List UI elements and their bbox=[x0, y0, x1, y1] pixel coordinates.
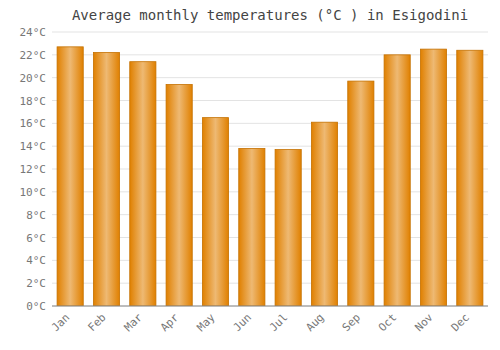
y-tick-label: 18°C bbox=[20, 95, 47, 108]
y-tick-label: 12°C bbox=[20, 163, 47, 176]
grid-line bbox=[52, 32, 488, 33]
y-tick-label: 22°C bbox=[20, 49, 47, 62]
bar bbox=[239, 148, 265, 306]
x-tick-label: Mar bbox=[122, 311, 146, 335]
x-tick-label: Apr bbox=[158, 311, 182, 335]
bar bbox=[57, 47, 83, 306]
x-tick-label: Nov bbox=[412, 311, 436, 335]
bar bbox=[202, 118, 228, 306]
bar bbox=[457, 50, 483, 306]
y-tick-label: 16°C bbox=[20, 117, 47, 130]
x-tick-labels: Jan Feb Mar Apr May Jun Jul Aug Sep Oct Nov Dec bbox=[49, 311, 472, 335]
x-axis-line bbox=[52, 306, 488, 307]
x-tick-label: Jan bbox=[49, 311, 72, 334]
y-grid bbox=[52, 32, 488, 306]
x-tick-label: Dec bbox=[449, 311, 472, 334]
bar bbox=[420, 49, 446, 306]
bar bbox=[311, 122, 337, 306]
bar bbox=[275, 150, 301, 306]
x-tick-label: Aug bbox=[303, 311, 326, 334]
y-tick-label: 4°C bbox=[26, 254, 46, 267]
y-tick-labels: 0°C 2°C 4°C 6°C 8°C 10°C 12°C 14°C 16°C 18°C 20°C 2… bbox=[20, 26, 47, 313]
y-tick-label: 10°C bbox=[20, 186, 47, 199]
bar bbox=[384, 55, 410, 306]
bar bbox=[348, 81, 374, 306]
x-tick-label: Feb bbox=[85, 311, 108, 334]
y-tick-label: 6°C bbox=[26, 232, 46, 245]
bar bbox=[93, 53, 119, 306]
y-tick-label: 8°C bbox=[26, 209, 46, 222]
y-tick-label: 14°C bbox=[20, 140, 47, 153]
y-tick-label: 0°C bbox=[26, 300, 46, 313]
y-tick-label: 20°C bbox=[20, 72, 47, 85]
chart-svg: Average monthly temperatures (°C ) in Es… bbox=[0, 0, 500, 350]
grid-line bbox=[52, 306, 488, 307]
y-tick-label: 2°C bbox=[26, 277, 46, 290]
x-tick-label: Jul bbox=[267, 311, 290, 334]
x-tick-label: May bbox=[194, 311, 218, 335]
bar bbox=[130, 62, 156, 306]
x-tick-label: Sep bbox=[340, 311, 363, 334]
chart-container: Average monthly temperatures (°C ) in Es… bbox=[0, 0, 500, 350]
x-tick-label: Jun bbox=[231, 311, 254, 334]
bar bbox=[166, 85, 192, 306]
y-tick-label: 24°C bbox=[20, 26, 47, 39]
bars bbox=[57, 47, 483, 306]
chart-title: Average monthly temperatures (°C ) in Es… bbox=[72, 7, 468, 23]
x-tick-label: Oct bbox=[376, 311, 399, 334]
